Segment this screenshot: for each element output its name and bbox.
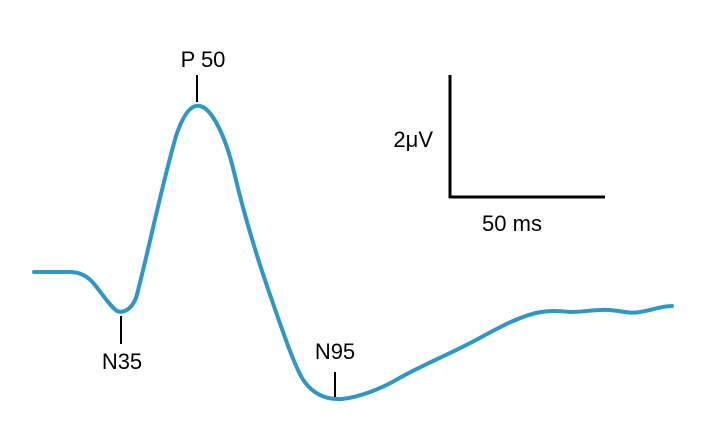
n95-label: N95 — [315, 339, 355, 364]
amplitude-scale-label: 2μV — [393, 127, 433, 152]
waveform-trace — [32, 103, 674, 402]
n35-label: N35 — [102, 349, 142, 374]
time-scale-label: 50 ms — [482, 211, 542, 236]
p50-label: P 50 — [181, 47, 226, 72]
